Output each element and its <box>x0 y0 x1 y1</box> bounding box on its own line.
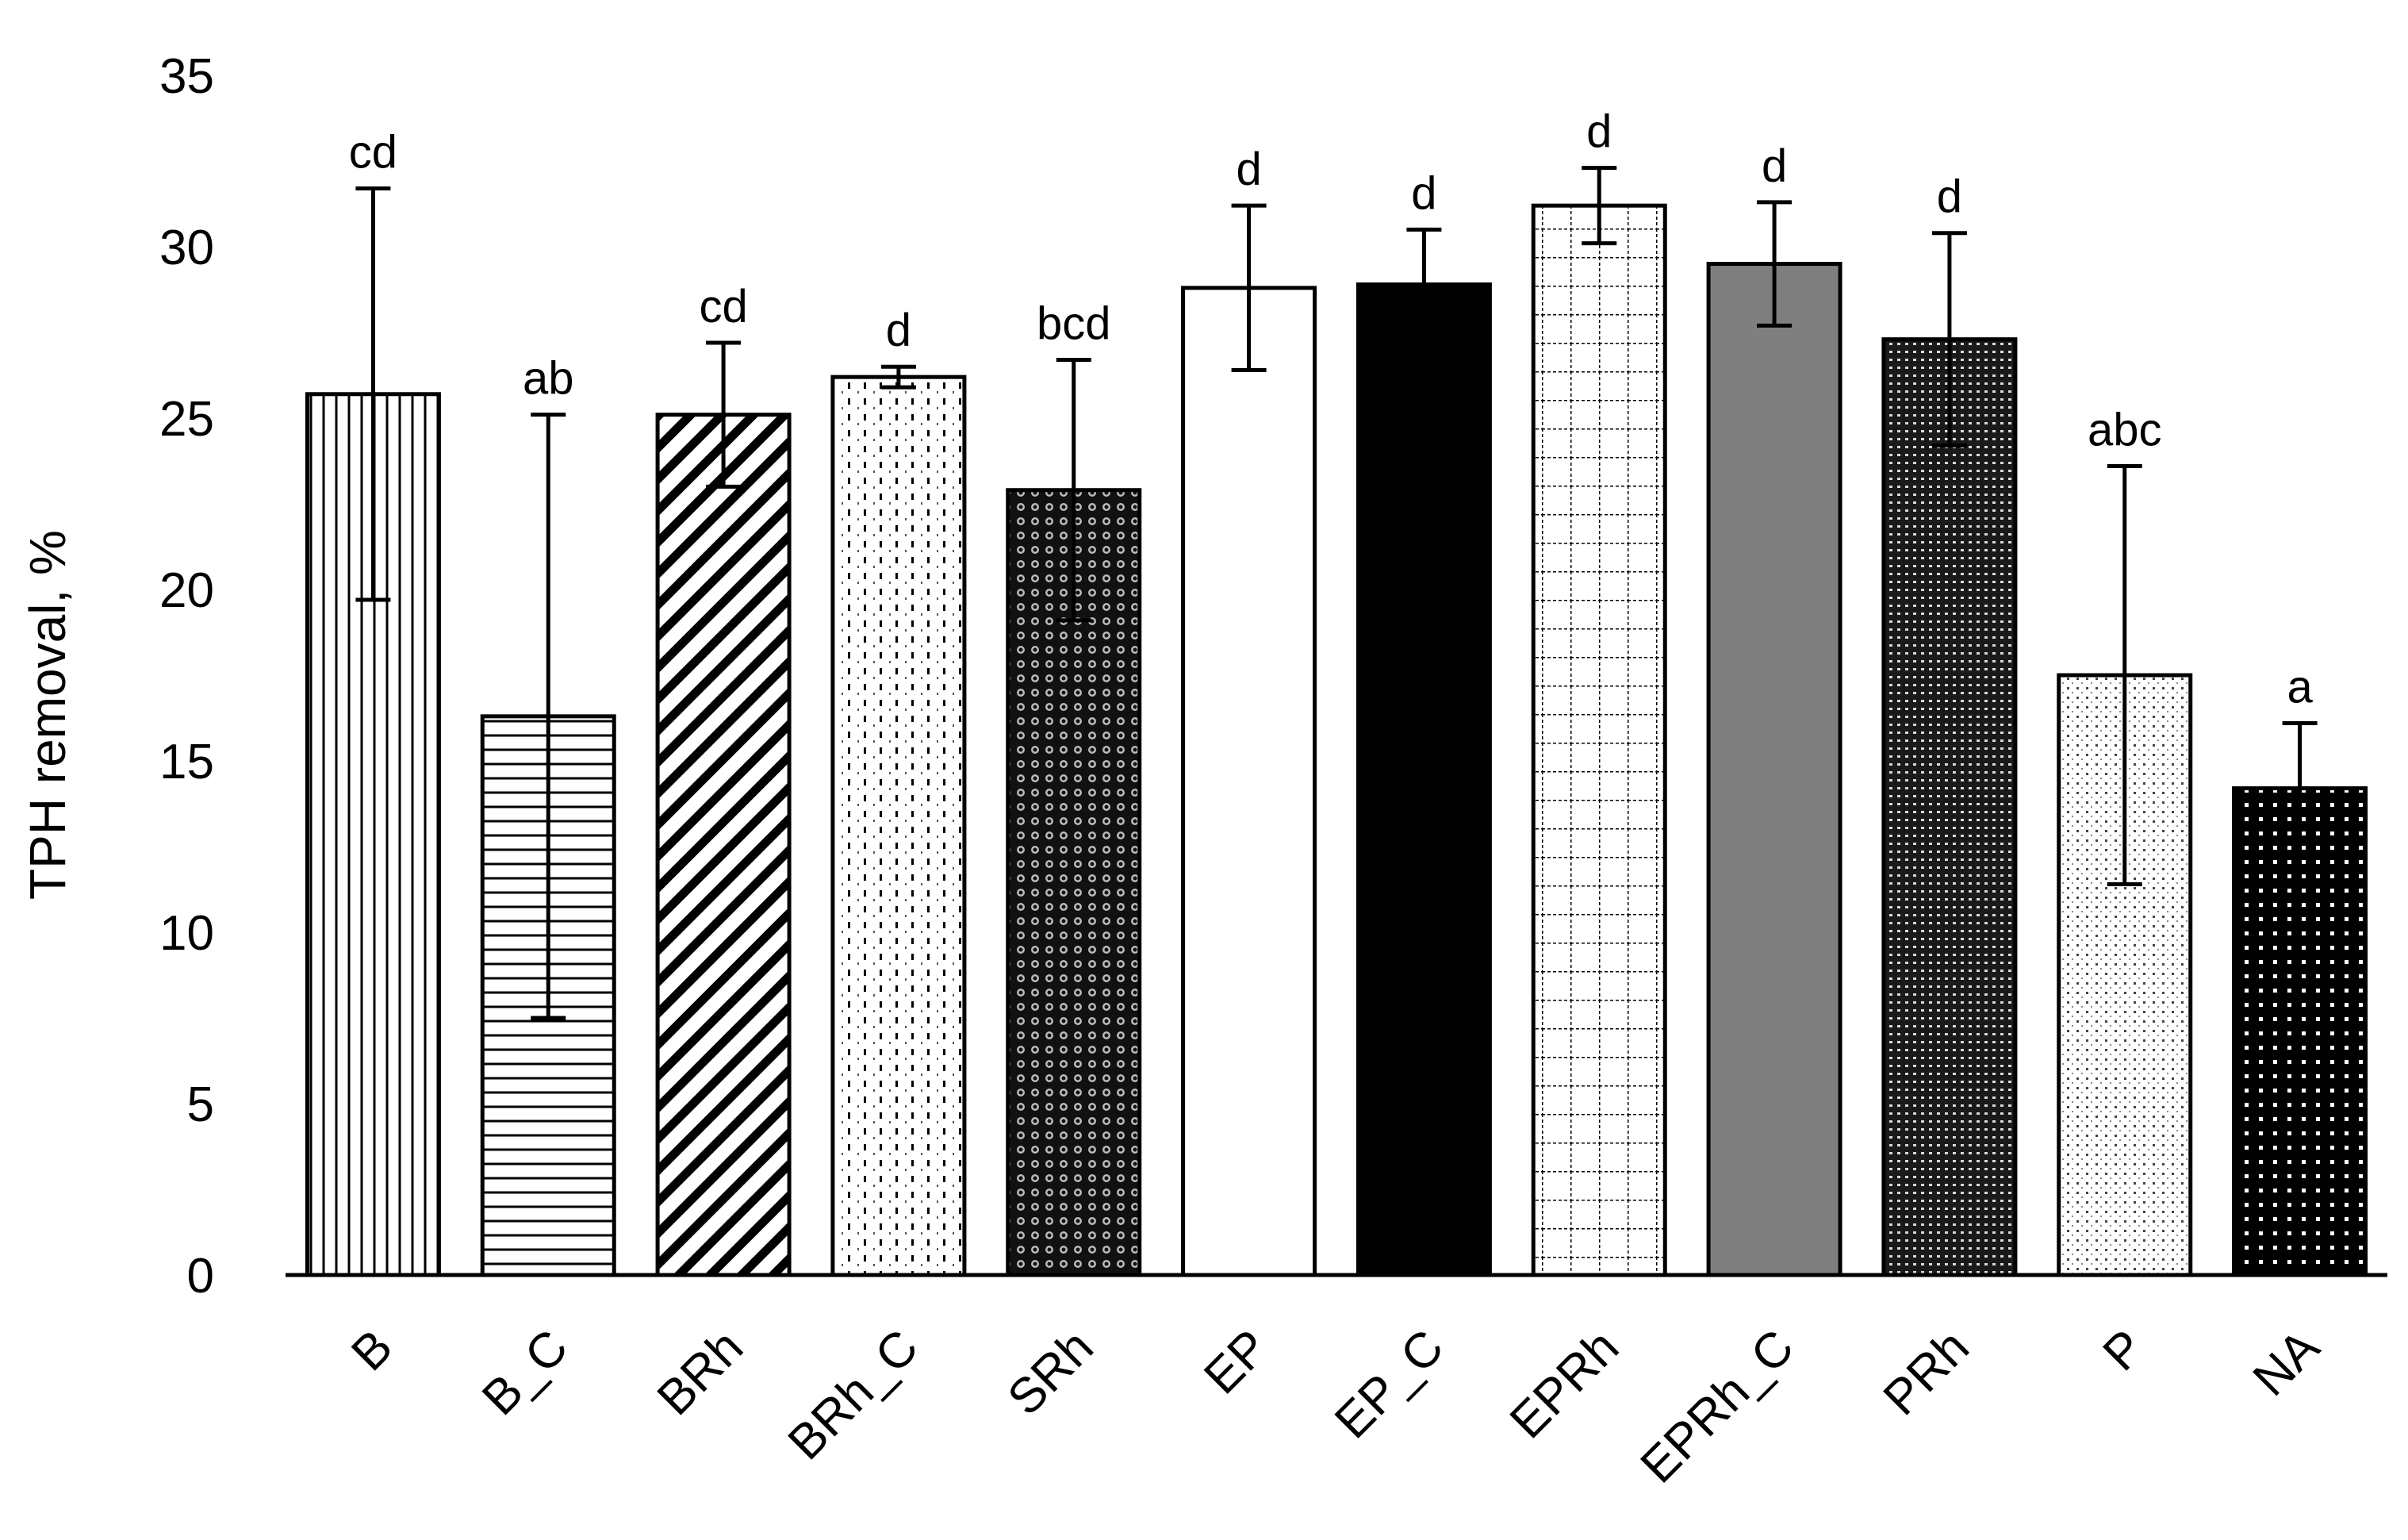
y-tick-label: 35 <box>159 49 214 104</box>
error-bar-eprh <box>1582 166 1617 246</box>
significance-label: d <box>1937 171 1962 223</box>
bars-group <box>305 203 2368 1277</box>
x-category-label: BRh <box>647 1319 753 1426</box>
significance-label: bcd <box>1037 298 1111 350</box>
x-category-label: BRh_C <box>778 1319 929 1470</box>
error-bar-eprh-c <box>1757 200 1793 328</box>
error-bars-group <box>355 166 2318 1020</box>
error-bar-b <box>355 186 391 602</box>
error-bar-brh-c <box>880 364 916 390</box>
significance-label: cd <box>699 281 747 332</box>
x-category-label: B <box>341 1319 403 1381</box>
y-tick-label: 25 <box>159 392 214 447</box>
significance-label: d <box>1762 140 1787 192</box>
bar-brh-c <box>830 374 967 1277</box>
bar-ep <box>1181 286 1317 1277</box>
error-bar-prh <box>1931 231 1967 448</box>
error-bar-ep <box>1231 203 1267 373</box>
y-axis-ticks: 0 5 10 15 20 25 30 35 <box>159 49 214 1304</box>
y-axis-title: TPH removal, % <box>19 530 76 900</box>
bar-brh <box>655 413 792 1277</box>
x-category-label: EPRh_C <box>1631 1319 1804 1493</box>
significance-label: ab <box>523 353 574 405</box>
error-bar-brh <box>706 340 742 489</box>
error-bar-b-c <box>531 413 566 1020</box>
significance-label: d <box>886 305 911 356</box>
y-tick-label: 10 <box>159 906 214 961</box>
significance-label: d <box>1586 106 1612 158</box>
error-bar-na <box>2282 720 2318 856</box>
error-bar-srh <box>1056 358 1091 623</box>
bar-eprh-c <box>1706 262 1842 1277</box>
x-category-label: EP_C <box>1325 1319 1454 1449</box>
significance-label: cd <box>349 127 397 179</box>
bar-eprh <box>1531 203 1667 1277</box>
y-tick-label: 5 <box>187 1077 214 1132</box>
significance-labels: cd ab cd d bcd d d d d d abc a <box>349 106 2314 713</box>
y-tick-label: 0 <box>187 1249 214 1304</box>
significance-label: d <box>1411 167 1436 219</box>
significance-label: abc <box>2088 404 2162 455</box>
bar-prh <box>1881 337 2018 1277</box>
bar-na <box>2232 786 2368 1277</box>
bar-p <box>2057 673 2193 1277</box>
y-tick-label: 20 <box>159 563 214 618</box>
y-tick-label: 30 <box>159 221 214 275</box>
x-category-label: P <box>2093 1319 2155 1381</box>
significance-label: d <box>1236 144 1261 195</box>
y-tick-label: 15 <box>159 735 214 789</box>
bar-ep-c <box>1355 282 1492 1277</box>
x-category-label: EPRh <box>1500 1319 1629 1449</box>
x-category-label: PRh <box>1873 1319 1980 1426</box>
error-bar-ep-c <box>1406 227 1442 342</box>
category-labels: B B_C BRh BRh_C SRh EP EP_C EPRh EPRh_C PRh P NA <box>341 1319 2330 1494</box>
x-category-label: SRh <box>998 1319 1104 1426</box>
x-category-label: EP <box>1194 1319 1279 1404</box>
error-bar-p <box>2107 463 2142 887</box>
x-category-label: B_C <box>472 1319 578 1426</box>
x-category-label: NA <box>2243 1319 2330 1407</box>
significance-label: a <box>2287 661 2313 712</box>
